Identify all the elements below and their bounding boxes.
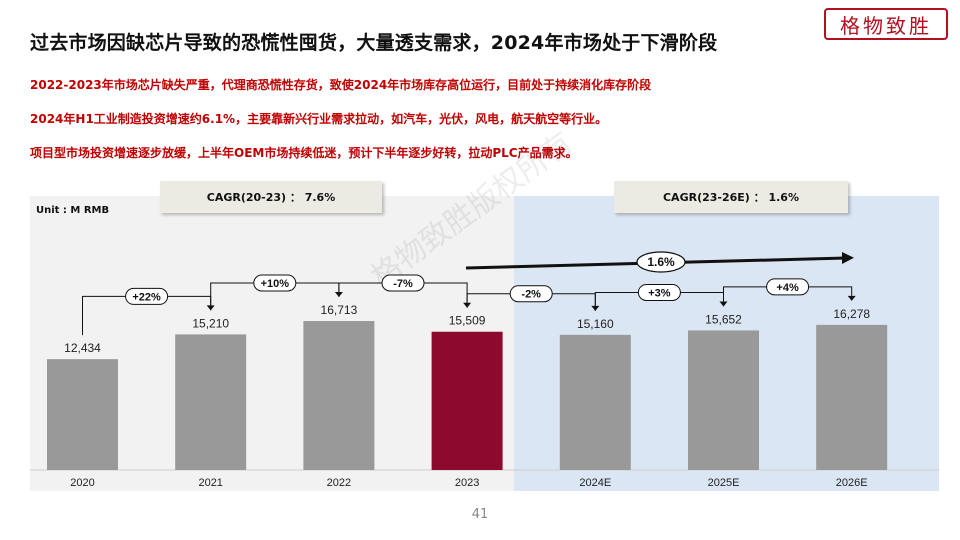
growth-pill-6 bbox=[766, 278, 810, 296]
x-tick-label-2025E: 2025E bbox=[708, 477, 740, 489]
cagr-forecast-box: CAGR(23-26E) ： 1.6% bbox=[614, 181, 848, 213]
x-tick-label-2023: 2023 bbox=[455, 477, 479, 489]
growth-pill-4 bbox=[509, 285, 553, 303]
bar-2022 bbox=[303, 321, 375, 470]
bar-2025E bbox=[688, 330, 759, 470]
data-label-2023: 15,509 bbox=[449, 314, 486, 328]
data-label-2022: 16,713 bbox=[321, 303, 358, 317]
x-tick-label-2022: 2022 bbox=[327, 477, 351, 489]
key-point-2: 2024年H1工业制造投资增速约6.1%，主要靠新兴行业需求拉动，如汽车，光伏，… bbox=[30, 112, 608, 126]
growth-label-3: -7% bbox=[393, 278, 413, 290]
growth-pill-5 bbox=[637, 283, 681, 301]
data-label-2025E: 15,652 bbox=[705, 312, 742, 326]
trend-arrowhead bbox=[842, 252, 854, 264]
growth-arrowhead-6 bbox=[847, 295, 856, 301]
growth-pill-1 bbox=[125, 287, 169, 305]
x-tick-label-2024E: 2024E bbox=[579, 477, 611, 489]
growth-pill-3 bbox=[381, 274, 425, 292]
data-label-2020: 12,434 bbox=[64, 341, 101, 355]
growth-pill-2 bbox=[253, 274, 297, 292]
growth-label-2: +10% bbox=[261, 278, 290, 290]
data-label-2021: 15,210 bbox=[192, 316, 229, 330]
trend-pill bbox=[636, 251, 686, 273]
growth-label-4: -2% bbox=[521, 289, 541, 301]
x-tick-label-2026E: 2026E bbox=[836, 477, 868, 489]
key-point-1: 2022-2023年市场芯片缺失严重，代理商恐慌性存货，致使2024年市场库存高… bbox=[30, 78, 652, 92]
key-points: 2022-2023年市场芯片缺失严重，代理商恐慌性存货，致使2024年市场库存高… bbox=[30, 76, 651, 178]
x-tick-label-2020: 2020 bbox=[70, 477, 94, 489]
page-number: 41 bbox=[471, 507, 489, 522]
x-tick-label-2021: 2021 bbox=[198, 477, 222, 489]
data-label-2026E: 16,278 bbox=[833, 307, 870, 321]
cagr-history-box: CAGR(20-23) ： 7.6% bbox=[160, 181, 382, 213]
trend-label: 1.6% bbox=[647, 255, 675, 269]
bar-2021 bbox=[175, 334, 247, 470]
brand-logo: 格物致胜 bbox=[824, 8, 948, 40]
bar-2024E bbox=[559, 334, 631, 470]
growth-label-1: +22% bbox=[132, 291, 161, 303]
page-title: 过去市场因缺芯片导致的恐慌性囤货，大量透支需求，2024年市场处于下滑阶段 bbox=[30, 32, 718, 54]
bar-2023 bbox=[431, 331, 503, 470]
growth-label-5: +3% bbox=[648, 287, 671, 299]
bar-2026E bbox=[816, 324, 888, 470]
chart-unit-label: Unit : M RMB bbox=[36, 205, 110, 216]
data-label-2024E: 15,160 bbox=[577, 317, 614, 331]
bar-2020 bbox=[47, 359, 118, 470]
key-point-3: 项目型市场投资增速逐步放缓，上半年OEM市场持续低迷，预计下半年逐步好转，拉动P… bbox=[30, 146, 578, 160]
growth-label-6: +4% bbox=[776, 282, 799, 294]
